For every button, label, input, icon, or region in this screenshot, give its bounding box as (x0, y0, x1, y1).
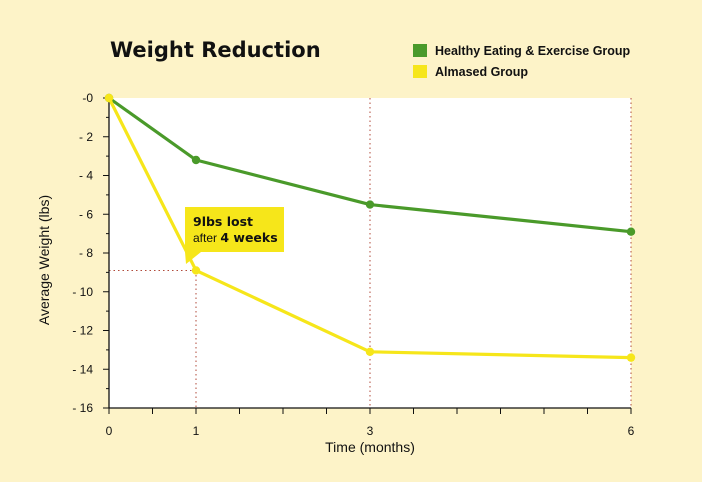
y-tick-label-12: - 12 (72, 324, 93, 338)
series-1-point-6 (626, 353, 636, 362)
y-tick-label-16: - 16 (72, 401, 93, 415)
x-axis-label: Time (months) (325, 439, 415, 455)
y-axis-label: Average Weight (lbs) (36, 195, 52, 325)
x-tick-label-0: 0 (106, 424, 113, 438)
y-tick-label-10: - 10 (72, 285, 93, 299)
series-layer (104, 93, 636, 362)
callout-line2-prefix: after (193, 231, 220, 245)
callout-line2-bold: 4 weeks (220, 230, 277, 245)
callout-line2: after 4 weeks (193, 230, 278, 245)
y-tick-label-14: - 14 (72, 362, 93, 376)
chart-title: Weight Reduction (110, 38, 321, 62)
series-line-1 (107, 97, 632, 360)
legend-label-healthy: Healthy Eating & Exercise Group (435, 44, 631, 58)
legend-swatch-healthy (413, 44, 427, 57)
series-1-point-3 (365, 347, 375, 357)
x-tick-label-1: 1 (193, 424, 200, 438)
y-tick-label-0: -0 (82, 91, 93, 105)
x-tick-label-3: 3 (367, 424, 374, 438)
axes: -0 - 2 - 4 - 6 - 8 - 10 - 12 - 14 - 16 0 1 3 6 (72, 91, 634, 438)
series-1-point-0 (104, 93, 114, 103)
series-0-point-1 (191, 155, 201, 165)
legend-swatch-almased (413, 65, 427, 78)
series-1-point-1 (191, 266, 201, 275)
guide-lines (109, 98, 632, 408)
y-tick-label-4: - 4 (79, 169, 93, 183)
annotation-callout: 9lbs lost after 4 weeks (185, 207, 284, 264)
y-tick-label-8: - 8 (79, 246, 93, 260)
y-tick-label-6: - 6 (79, 207, 93, 221)
callout-line1: 9lbs lost (193, 214, 253, 229)
callout-pointer (185, 252, 201, 264)
series-0-point-6 (626, 227, 636, 236)
callout-box (185, 207, 284, 252)
y-tick-label-2: - 2 (79, 130, 93, 144)
x-tick-label-6: 6 (628, 424, 635, 438)
legend: Healthy Eating & Exercise Group Almased … (413, 44, 631, 79)
series-line-0 (108, 96, 632, 234)
legend-label-almased: Almased Group (435, 65, 528, 79)
series-0-point-3 (365, 200, 375, 209)
